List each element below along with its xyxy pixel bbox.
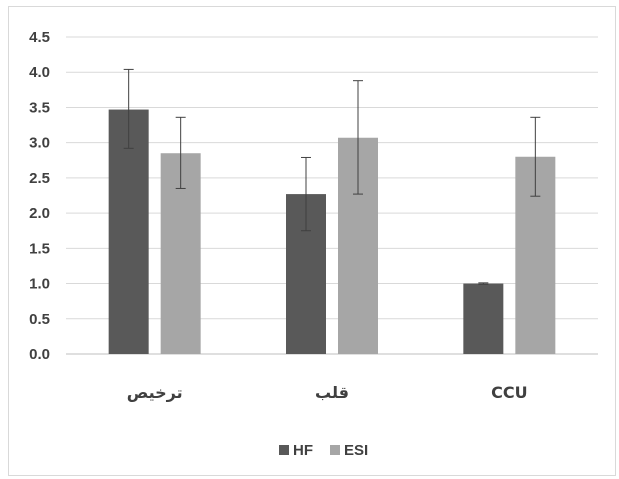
bar-hf [463, 283, 504, 354]
legend: HF ESI [279, 442, 368, 459]
x-category-label: ترخیص [127, 383, 183, 402]
legend-swatch-esi [330, 445, 340, 455]
y-tick-label: 0.0 [29, 346, 50, 363]
y-tick-label: 1.0 [29, 276, 50, 293]
y-tick-label: 2.0 [29, 205, 50, 222]
y-tick-label: 0.5 [29, 311, 50, 328]
y-tick-label: 3.5 [29, 99, 50, 116]
legend-label-hf: HF [293, 442, 313, 459]
legend-swatch-hf [279, 445, 289, 455]
y-tick-label: 4.0 [29, 64, 50, 81]
y-axis-ticks: 0.0 0.5 1.0 1.5 2.0 2.5 3.0 3.5 4.0 4.5 [29, 29, 50, 363]
gridlines [66, 36, 598, 355]
y-tick-label: 3.0 [29, 135, 50, 152]
y-tick-label: 2.5 [29, 170, 50, 187]
x-axis-categories: ترخیص قلب CCU [127, 383, 528, 402]
x-category-label: CCU [491, 383, 527, 402]
legend-label-esi: ESI [344, 442, 368, 459]
error-bars [123, 68, 541, 285]
y-tick-label: 1.5 [29, 240, 50, 257]
y-tick-label: 4.5 [29, 29, 50, 46]
bars [108, 109, 556, 355]
x-category-label: قلب [315, 383, 349, 402]
bar-hf [108, 109, 149, 355]
